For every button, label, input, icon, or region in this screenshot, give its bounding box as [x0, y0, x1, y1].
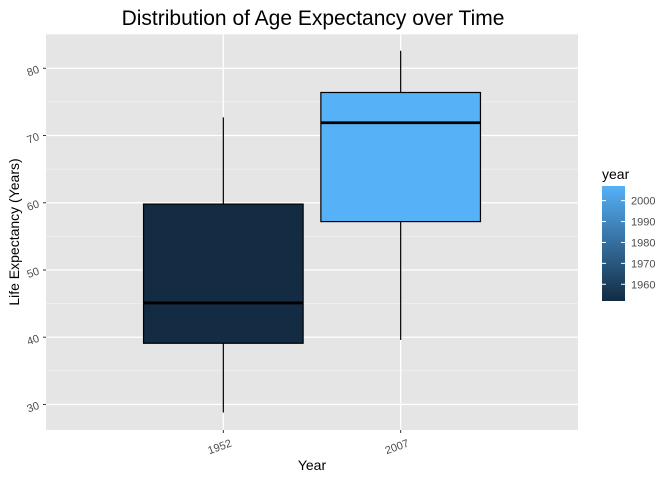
x-axis-title: Year: [298, 457, 327, 473]
legend-label: 1970: [631, 258, 655, 270]
legend-colorbar: [602, 186, 625, 301]
boxplot-1952: [142, 117, 304, 413]
y-tick-label: 50: [25, 266, 41, 281]
legend-title: year: [602, 166, 630, 182]
legend-label: 1980: [631, 237, 655, 249]
minor-gridlines: [46, 34, 578, 372]
x-tick-label: 1952: [206, 438, 233, 458]
legend: year 1960 1970 1980 1990 2000: [602, 166, 655, 301]
x-tick-label: 2007: [384, 438, 411, 458]
boxplots: [142, 50, 482, 413]
legend-label: 1990: [631, 217, 655, 229]
y-tick-label: 60: [25, 198, 41, 213]
y-tick-label: 80: [25, 64, 41, 79]
box-iqr: [320, 91, 482, 223]
box-iqr: [142, 203, 304, 344]
plot-panel: [46, 34, 578, 430]
boxplot-2007: [320, 50, 482, 340]
y-tick-label: 30: [25, 400, 41, 415]
x-axis-ticks: 1952 2007: [206, 430, 411, 458]
y-tick-label: 40: [25, 333, 41, 348]
chart-title: Distribution of Age Expectancy over Time: [122, 7, 505, 30]
legend-ticks: 1960 1970 1980 1990 2000: [602, 196, 655, 291]
legend-label: 1960: [631, 279, 655, 291]
y-axis-title: Life Expectancy (Years): [6, 158, 22, 305]
legend-label: 2000: [631, 196, 655, 208]
y-tick-label: 70: [25, 131, 41, 146]
y-axis-ticks: 30 40 50 60 70 80: [25, 64, 46, 415]
